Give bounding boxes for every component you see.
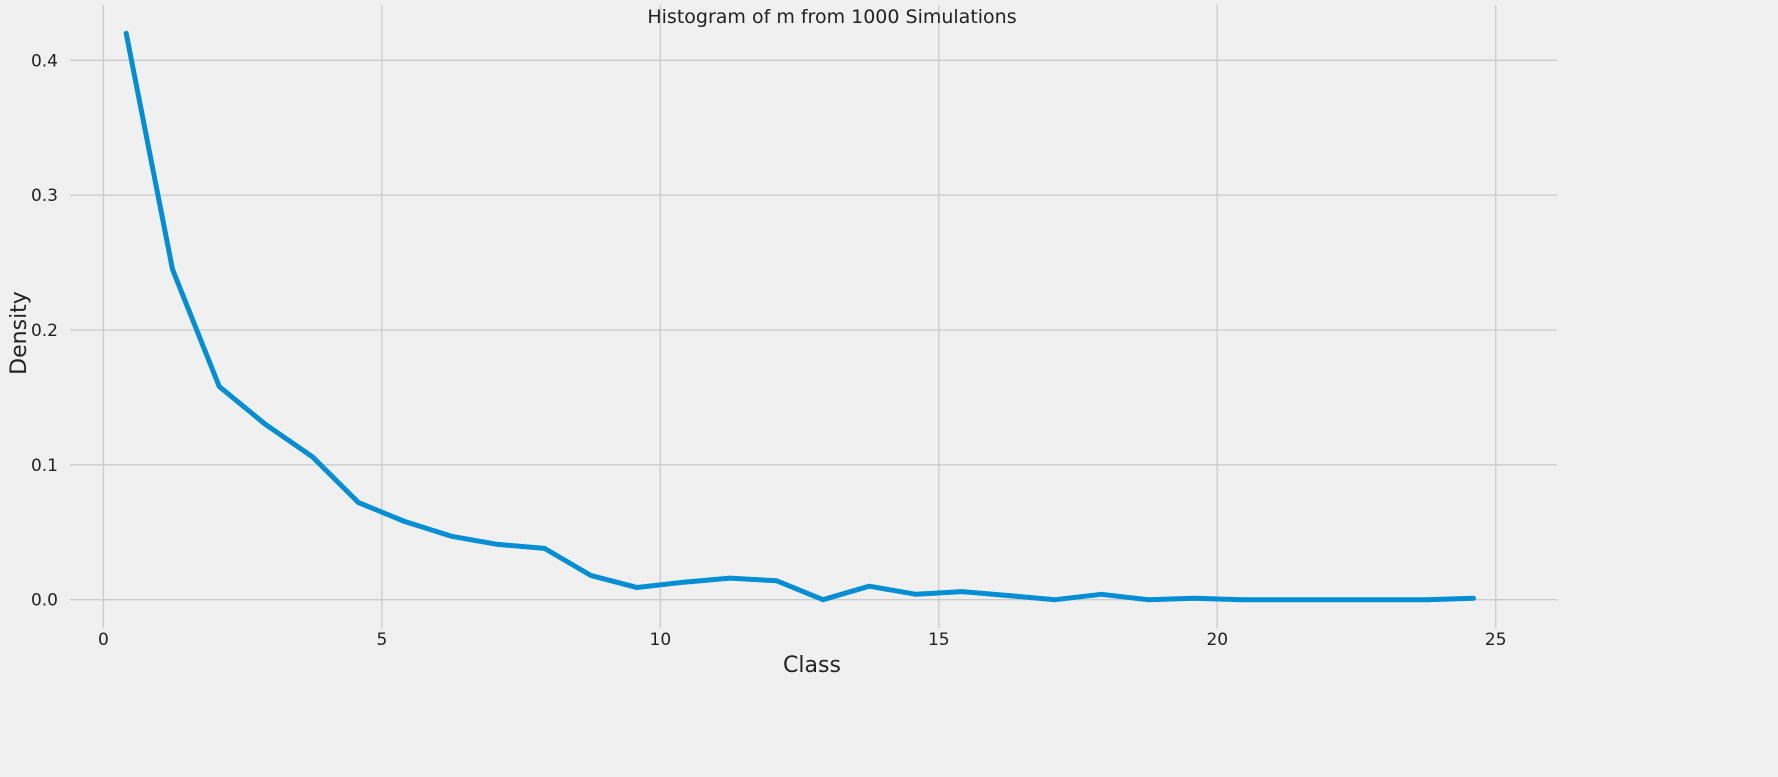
x-tick-label: 25 — [1485, 630, 1507, 650]
grid — [70, 5, 1557, 628]
y-tick-label: 0.2 — [31, 321, 58, 341]
series-layer — [123, 30, 1476, 603]
chart-title: Histogram of m from 1000 Simulations — [647, 6, 1016, 28]
x-tick-label: 5 — [376, 630, 387, 650]
x-tick-label: 0 — [98, 630, 109, 650]
y-tick-label: 0.1 — [31, 456, 58, 476]
x-tick-label: 15 — [928, 630, 950, 650]
x-tick-label: 20 — [1206, 630, 1228, 650]
x-axis-label: Class — [783, 653, 841, 678]
series-line — [123, 30, 1476, 603]
y-tick-label: 0.0 — [31, 591, 58, 611]
y-axis-label: Density — [7, 291, 32, 375]
y-tick-label: 0.4 — [31, 51, 58, 71]
x-tick-label: 10 — [650, 630, 672, 650]
y-tick-label: 0.3 — [31, 186, 58, 206]
tick-labels: 0 5 10 15 20 25 0.0 0.1 0.2 0.3 0.4 — [31, 51, 1507, 650]
